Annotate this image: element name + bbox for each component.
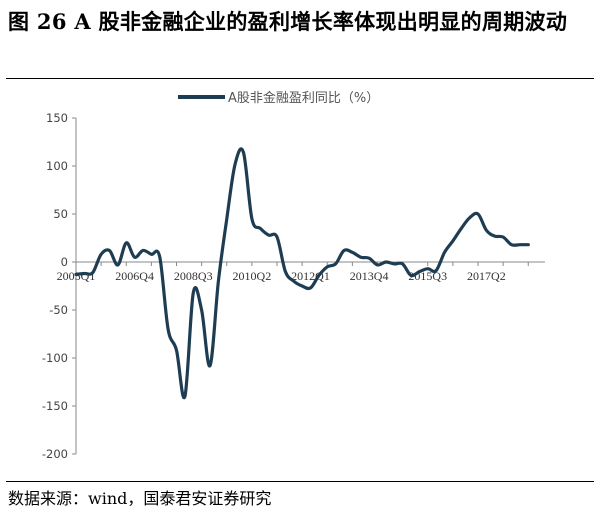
figure-title: 图 26 A 股非金融企业的盈利增长率体现出明显的周期波动 bbox=[8, 9, 568, 34]
y-tick-label: 100 bbox=[46, 159, 68, 173]
y-tick-label: 150 bbox=[46, 111, 68, 125]
y-tick-label: 50 bbox=[53, 207, 68, 221]
series-line bbox=[74, 147, 530, 400]
y-tick-label: -150 bbox=[42, 399, 68, 413]
source-note: 数据来源：wind，国泰君安证券研究 bbox=[8, 489, 272, 508]
x-tick-label: 2008Q3 bbox=[174, 269, 213, 283]
x-axis: 2005Q1 2006Q4 2008Q3 2010Q2 2012Q1 2013Q4 2015… bbox=[57, 261, 545, 283]
line-chart: A股非金融盈利同比（%） 150 100 50 0 -50 -100 -150 -200 20… bbox=[42, 90, 545, 461]
series-layer bbox=[74, 147, 530, 400]
x-tick-label: 2013Q4 bbox=[350, 269, 389, 283]
title-divider bbox=[6, 78, 594, 79]
y-tick-label: -200 bbox=[42, 447, 68, 461]
y-tick-label: -100 bbox=[42, 351, 68, 365]
chart-legend: A股非金融盈利同比（%） bbox=[178, 90, 379, 106]
y-axis: 150 100 50 0 -50 -100 -150 -200 bbox=[42, 111, 77, 461]
y-tick-label: -50 bbox=[49, 303, 68, 317]
legend-label: A股非金融盈利同比（%） bbox=[228, 90, 379, 106]
x-tick-label: 2010Q2 bbox=[233, 269, 272, 283]
y-tick-label: 0 bbox=[61, 255, 68, 269]
source-divider bbox=[6, 481, 594, 482]
x-tick-label: 2006Q4 bbox=[115, 269, 154, 283]
x-tick-label: 2017Q2 bbox=[467, 269, 506, 283]
